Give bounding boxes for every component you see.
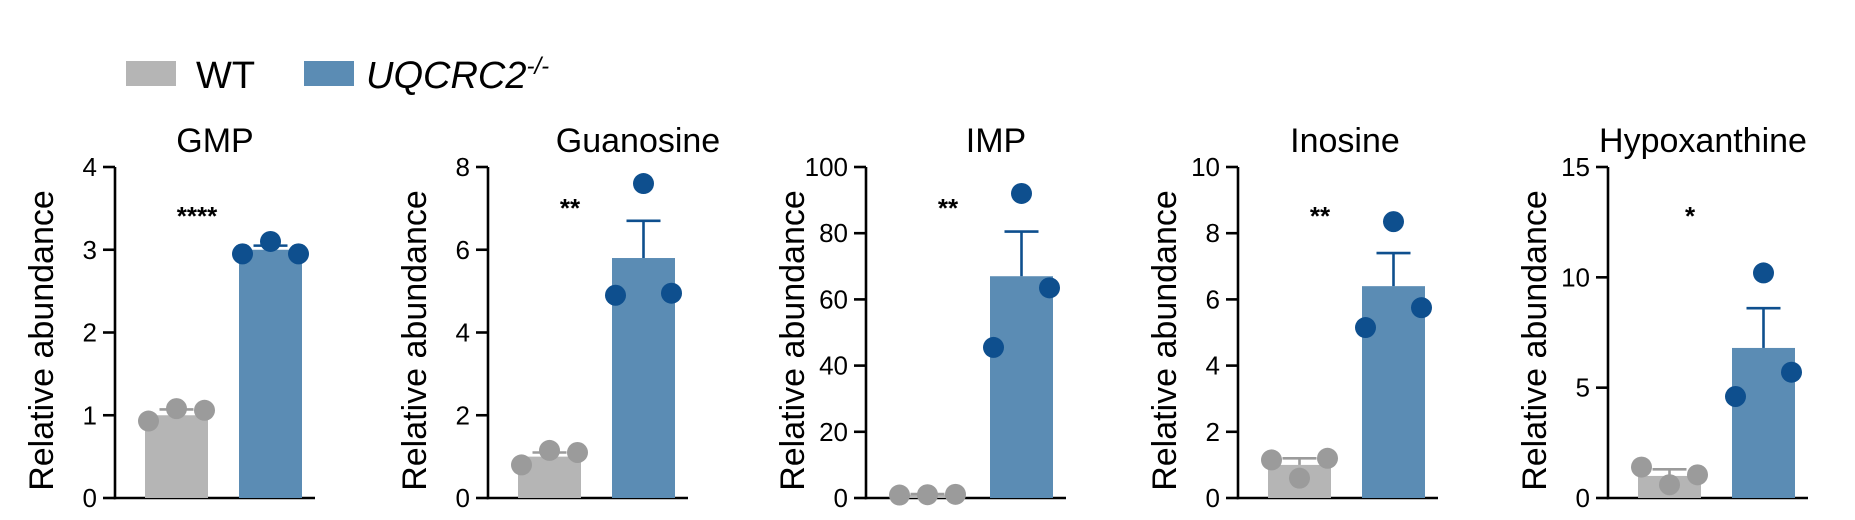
data-point-ko bbox=[661, 282, 682, 304]
y-tick-label: 2 bbox=[1206, 417, 1220, 447]
y-tick-label: 8 bbox=[456, 152, 470, 182]
y-tick-label: 60 bbox=[819, 284, 848, 314]
data-point-wt bbox=[138, 410, 159, 432]
y-tick-label: 2 bbox=[83, 318, 97, 348]
bar-ko bbox=[1362, 286, 1425, 498]
data-point-ko bbox=[1753, 262, 1774, 284]
y-axis-label: Relative abundance bbox=[1146, 190, 1184, 491]
data-point-wt bbox=[166, 398, 187, 420]
legend-label-wt: WT bbox=[196, 55, 255, 97]
y-tick-label: 0 bbox=[456, 483, 470, 513]
data-point-ko bbox=[1411, 297, 1432, 319]
data-point-wt bbox=[194, 399, 215, 421]
data-point-wt bbox=[1289, 467, 1310, 489]
data-point-ko bbox=[1781, 361, 1802, 383]
panel-guanosine: Guanosine Relative abundance 0 2 4 6 8 ** bbox=[396, 122, 720, 513]
data-point-wt bbox=[889, 484, 910, 506]
data-point-wt bbox=[1631, 456, 1652, 478]
data-point-ko bbox=[1355, 317, 1376, 339]
significance-label: ** bbox=[938, 193, 959, 223]
panel-imp: IMP Relative abundance 0 20 40 60 80 100 ** bbox=[774, 122, 1066, 513]
panel-title: Inosine bbox=[1290, 122, 1400, 160]
significance-label: ** bbox=[1310, 201, 1331, 231]
legend-label-uqcrc2-text: UQCRC2 bbox=[366, 55, 526, 97]
data-point-wt bbox=[511, 454, 532, 476]
data-point-ko bbox=[1383, 211, 1404, 233]
legend: WT UQCRC2-/- bbox=[126, 53, 549, 97]
data-point-wt bbox=[1261, 449, 1282, 471]
y-tick-label: 1 bbox=[83, 400, 97, 430]
significance-label: * bbox=[1685, 201, 1696, 231]
y-tick-label: 5 bbox=[1576, 373, 1590, 403]
panel-gmp: GMP Relative abundance 0 1 2 3 4 **** bbox=[23, 122, 315, 513]
data-point-wt bbox=[539, 439, 560, 461]
significance-label: ** bbox=[560, 193, 581, 223]
y-tick-label: 4 bbox=[1206, 351, 1220, 381]
data-point-ko bbox=[232, 243, 253, 265]
y-tick-label: 20 bbox=[819, 417, 848, 447]
bar-ko bbox=[239, 249, 302, 498]
data-point-wt bbox=[917, 484, 938, 506]
data-point-wt bbox=[945, 483, 966, 505]
data-point-ko bbox=[605, 284, 626, 306]
data-point-wt bbox=[1687, 464, 1708, 486]
data-point-ko bbox=[260, 230, 281, 252]
y-tick-label: 0 bbox=[83, 483, 97, 513]
panel-title: IMP bbox=[966, 122, 1026, 160]
y-tick-label: 6 bbox=[456, 235, 470, 265]
data-point-ko bbox=[983, 336, 1004, 358]
legend-label-uqcrc2-ko: UQCRC2-/- bbox=[366, 53, 549, 97]
y-tick-label: 6 bbox=[1206, 284, 1220, 314]
y-tick-label: 4 bbox=[83, 152, 97, 182]
data-point-ko bbox=[1039, 277, 1060, 299]
bar-ko bbox=[990, 276, 1053, 498]
panel-title: GMP bbox=[176, 122, 253, 160]
data-point-wt bbox=[1317, 447, 1338, 469]
y-tick-label: 3 bbox=[83, 235, 97, 265]
data-point-wt bbox=[567, 441, 588, 463]
data-point-ko bbox=[1725, 385, 1746, 407]
y-axis-label: Relative abundance bbox=[774, 190, 812, 491]
y-tick-label: 80 bbox=[819, 218, 848, 248]
bar-wt bbox=[145, 415, 208, 498]
data-point-wt bbox=[1659, 474, 1680, 496]
legend-swatch-uqcrc2-ko bbox=[304, 61, 354, 86]
y-tick-label: 15 bbox=[1561, 152, 1590, 182]
legend-label-uqcrc2-superscript: -/- bbox=[526, 53, 549, 80]
data-point-ko bbox=[633, 173, 654, 195]
data-point-ko bbox=[288, 243, 309, 265]
panel-title: Hypoxanthine bbox=[1599, 122, 1807, 160]
y-tick-label: 4 bbox=[456, 318, 470, 348]
y-tick-label: 2 bbox=[456, 400, 470, 430]
panel-inosine: Inosine Relative abundance 0 2 4 6 8 10 ** bbox=[1146, 122, 1438, 513]
panel-title: Guanosine bbox=[556, 122, 720, 160]
data-point-ko bbox=[1011, 182, 1032, 204]
y-tick-label: 0 bbox=[834, 483, 848, 513]
significance-label: **** bbox=[177, 201, 218, 231]
y-tick-label: 8 bbox=[1206, 218, 1220, 248]
y-tick-label: 10 bbox=[1561, 262, 1590, 292]
y-tick-label: 100 bbox=[805, 152, 848, 182]
legend-swatch-wt bbox=[126, 61, 176, 86]
y-tick-label: 0 bbox=[1576, 483, 1590, 513]
y-axis-label: Relative abundance bbox=[23, 190, 61, 491]
y-tick-label: 10 bbox=[1191, 152, 1220, 182]
y-axis-label: Relative abundance bbox=[1516, 190, 1554, 491]
y-tick-label: 40 bbox=[819, 351, 848, 381]
y-axis-label: Relative abundance bbox=[396, 190, 434, 491]
panel-hypoxanthine: Hypoxanthine Relative abundance 0 5 10 15 * bbox=[1516, 122, 1808, 513]
y-tick-label: 0 bbox=[1206, 483, 1220, 513]
